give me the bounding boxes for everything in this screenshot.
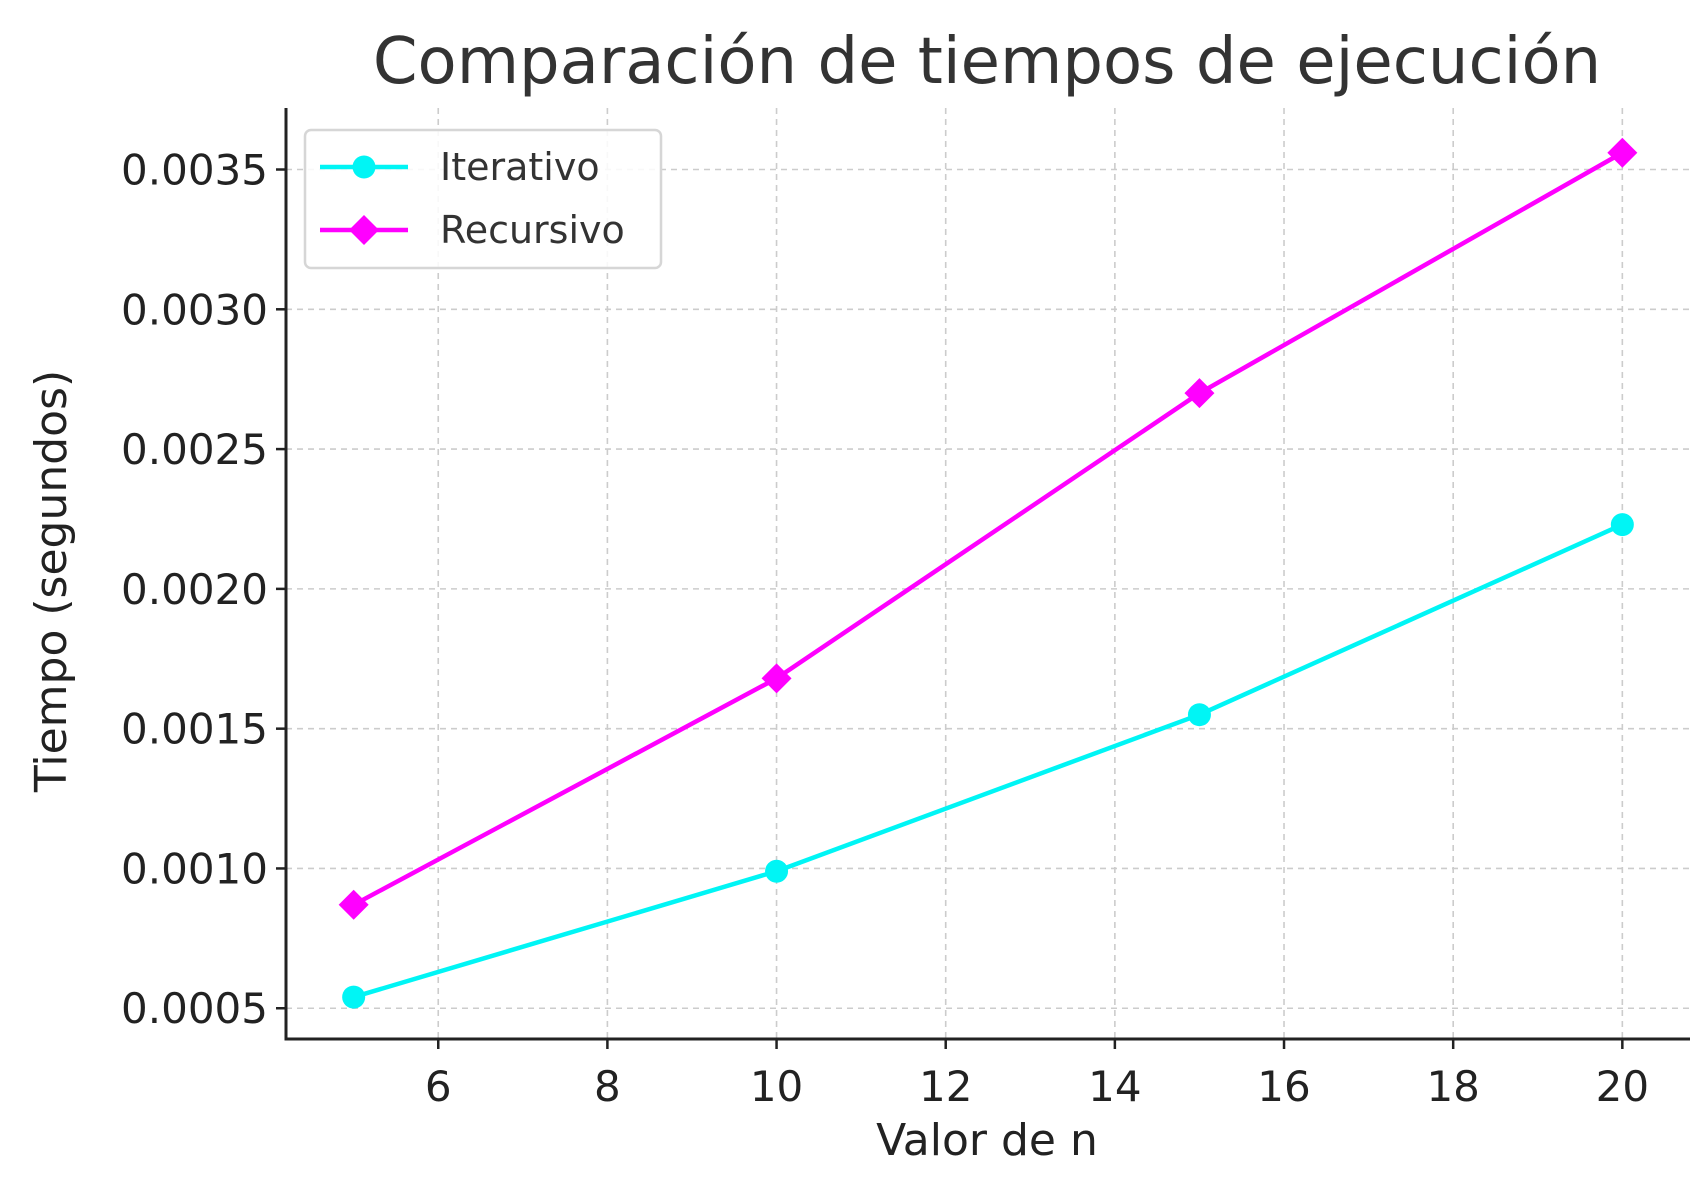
x-tick-label: 12 <box>919 1062 972 1111</box>
y-axis-label: Tiempo (segundos) <box>26 370 77 793</box>
legend-marker-recursivo <box>349 215 379 245</box>
recursivo-point <box>1607 137 1638 168</box>
x-tick-label: 14 <box>1088 1062 1141 1111</box>
x-tick-label: 6 <box>425 1062 452 1111</box>
x-tick-label: 20 <box>1596 1062 1649 1111</box>
y-tick-label: 0.0005 <box>121 984 268 1033</box>
iterativo-point <box>765 859 789 883</box>
iterativo-point <box>1187 703 1211 727</box>
x-tick-label: 8 <box>594 1062 621 1111</box>
axes: 6 8 10 12 14 16 18 20 0.0005 0.0010 0.0015 0.0020 0.… <box>121 108 1690 1111</box>
y-tick-label: 0.0020 <box>121 565 268 614</box>
recursivo-point <box>761 663 792 694</box>
x-tick-label: 18 <box>1426 1062 1479 1111</box>
iterativo-point <box>342 985 366 1009</box>
y-tick-label: 0.0015 <box>121 705 268 754</box>
legend-box <box>303 128 663 270</box>
legend-item-recursivo: Recursivo <box>320 208 625 252</box>
legend-label-iterativo: Iterativo <box>440 145 600 189</box>
grid <box>286 108 1690 1039</box>
recursivo-series <box>338 137 1638 920</box>
x-tick-label: 16 <box>1257 1062 1310 1111</box>
legend: Iterativo Recursivo <box>303 128 663 270</box>
y-tick-label: 0.0030 <box>121 285 268 334</box>
legend-marker-iterativo <box>352 155 376 179</box>
y-tick-label: 0.0025 <box>121 425 268 474</box>
series-layer <box>338 137 1638 1009</box>
chart-title: Comparación de tiempos de ejecución <box>373 25 1601 99</box>
legend-label-recursivo: Recursivo <box>440 208 625 252</box>
x-tick-label: 10 <box>750 1062 803 1111</box>
legend-item-iterativo: Iterativo <box>320 145 600 189</box>
x-axis-label: Valor de n <box>876 1115 1098 1166</box>
recursivo-point <box>1184 378 1215 409</box>
iterativo-point <box>1610 513 1634 537</box>
iterativo-series <box>342 513 1634 1009</box>
recursivo-line <box>352 150 1624 907</box>
y-tick-label: 0.0035 <box>121 146 268 195</box>
recursivo-point <box>338 889 369 920</box>
iterativo-line <box>353 522 1624 1000</box>
y-tick-label: 0.0010 <box>121 844 268 893</box>
